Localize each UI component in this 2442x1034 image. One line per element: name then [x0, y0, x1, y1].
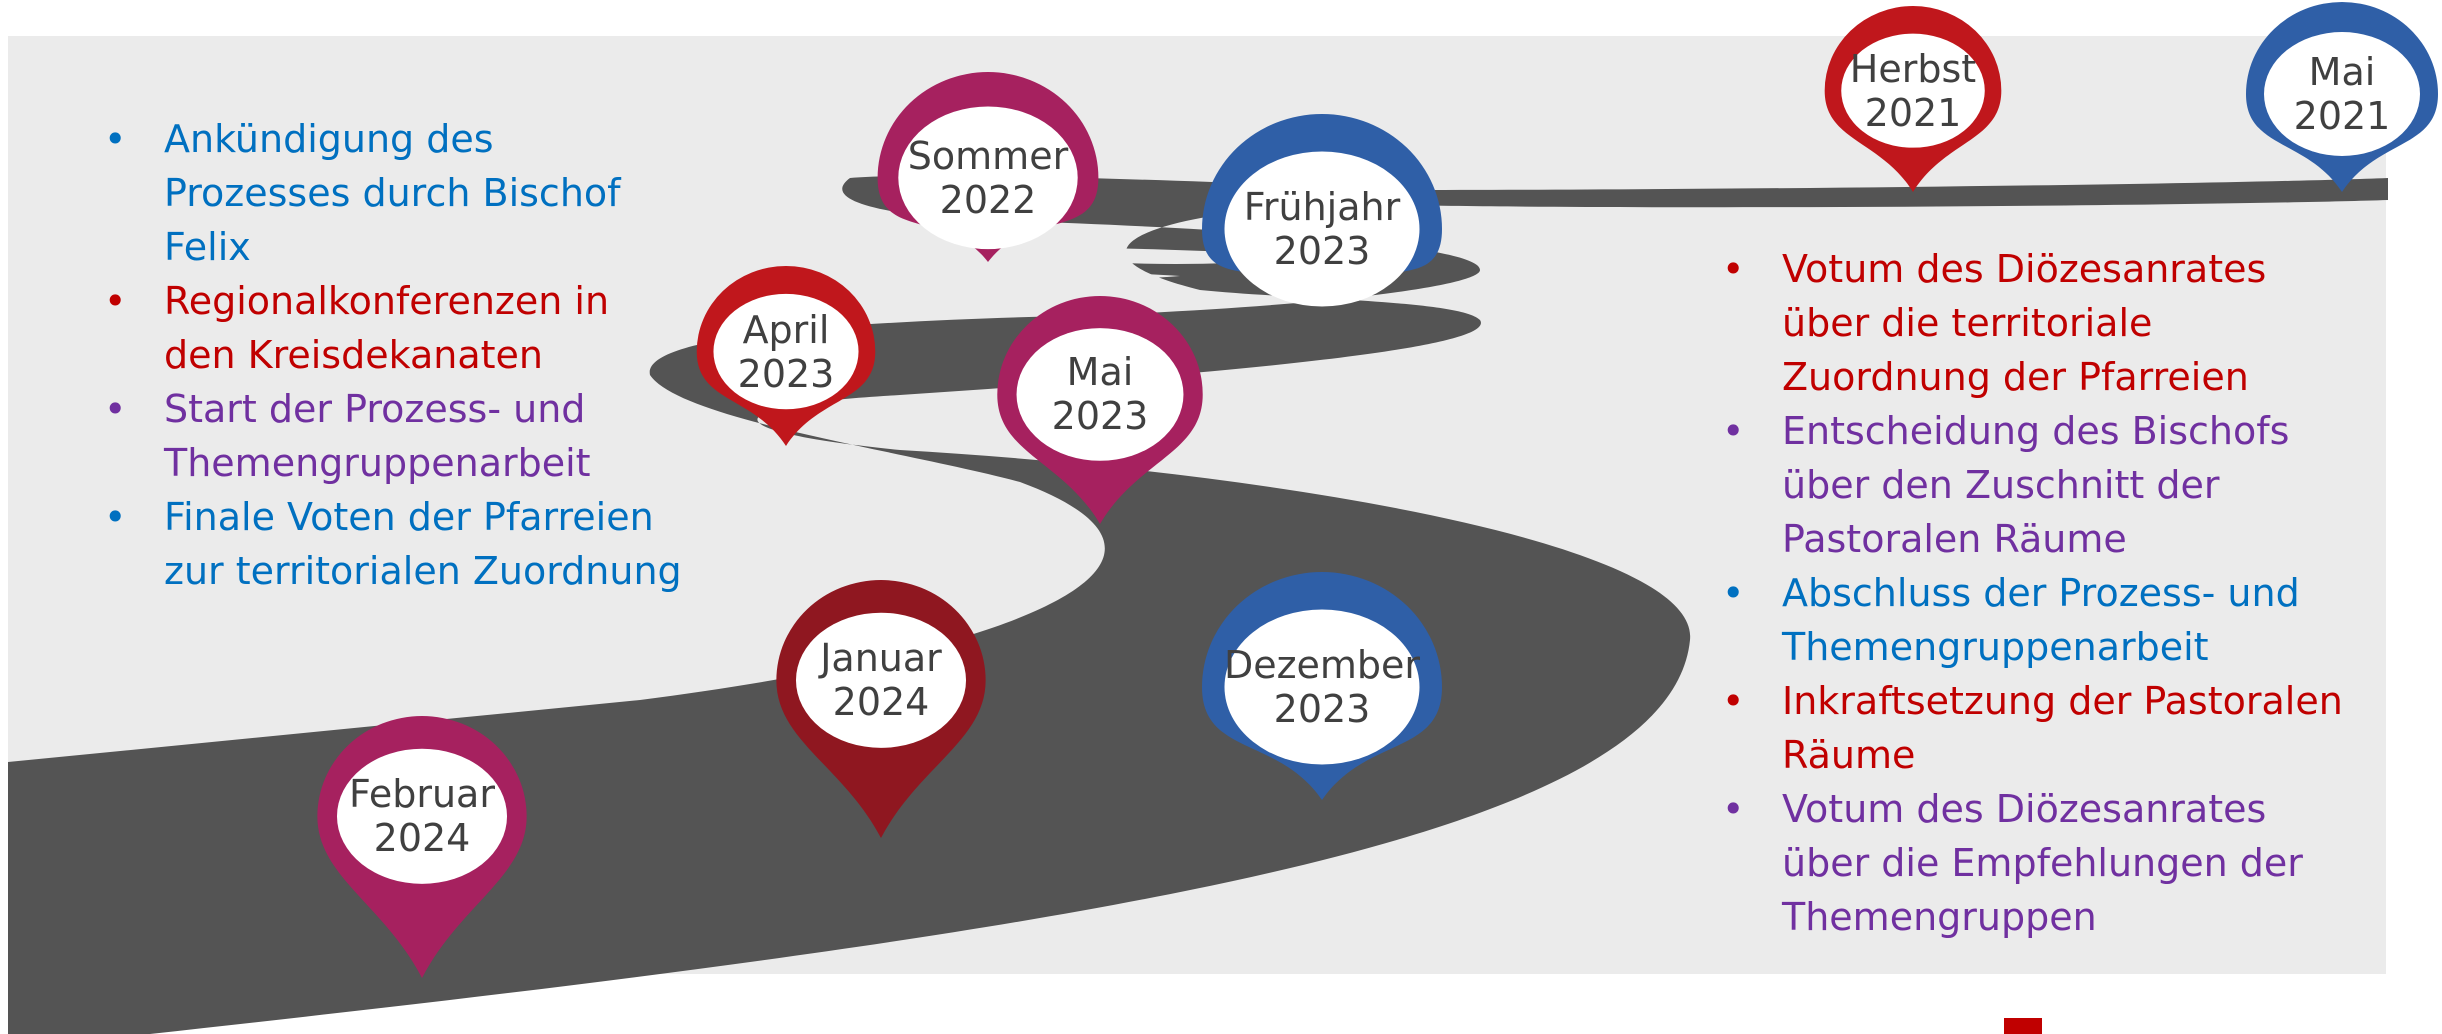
pin-label-background	[336, 748, 508, 884]
left-milestone-list: Ankündigung des Prozesses durch Bischof …	[104, 112, 684, 598]
pin-label-background	[1224, 151, 1420, 307]
milestone-period: Sommer	[907, 133, 1069, 178]
milestone-pin-dezember-2023: Dezember 2023	[1197, 572, 1447, 800]
milestone-period: Dezember	[1223, 643, 1421, 687]
pin-label-background	[713, 293, 859, 410]
map-pin-icon	[317, 716, 527, 978]
milestone-label: Januar 2024	[772, 636, 990, 724]
map-pin-icon	[776, 580, 986, 838]
pin-label-background	[795, 612, 967, 748]
milestone-label: April 2023	[693, 308, 879, 396]
milestone-label: Frühjahr 2023	[1197, 185, 1447, 273]
milestone-period: Herbst	[1849, 46, 1977, 91]
milestone-label: Februar 2024	[313, 772, 531, 860]
milestone-pin-februar-2024: Februar 2024	[313, 716, 531, 978]
milestone-year: 2024	[832, 680, 930, 725]
milestone-label: Dezember 2023	[1197, 643, 1447, 731]
milestone-year: 2022	[939, 177, 1037, 222]
pin-label-background	[1016, 328, 1184, 461]
road-shape	[8, 175, 2388, 1034]
list-item: Votum des Diözesanrates über die territo…	[1722, 242, 2362, 404]
map-pin-icon	[997, 296, 1203, 524]
milestone-pin-april-2023: April 2023	[693, 266, 879, 446]
pin-label-background	[1224, 609, 1420, 765]
milestone-year: 2021	[2293, 94, 2391, 138]
milestone-pin-sommer-2022: Sommer 2022	[873, 72, 1103, 262]
milestone-period: Mai	[1066, 350, 1134, 395]
road-top-lane	[1020, 271, 1180, 281]
milestone-period: Februar	[349, 772, 495, 817]
milestone-period: April	[742, 307, 830, 352]
list-item: Start der Prozess- und Themengruppenarbe…	[104, 382, 684, 490]
list-item: Entscheidung des Bischofs über den Zusch…	[1722, 404, 2362, 566]
pin-label-background	[898, 106, 1078, 250]
list-item: Votum des Diözesanrates über die Empfehl…	[1722, 782, 2362, 944]
milestone-label: Sommer 2022	[873, 134, 1103, 222]
map-pin-icon	[2246, 2, 2438, 192]
milestone-pin-fruehjahr-2023: Frühjahr 2023	[1197, 114, 1447, 307]
road-inner-curve	[1005, 247, 1245, 264]
milestone-pin-herbst-2021: Herbst 2021	[1821, 6, 2005, 192]
map-pin-icon	[1202, 572, 1442, 800]
milestone-period: Mai	[2308, 50, 2376, 94]
list-item: Regionalkonferenzen in den Kreisdekanate…	[104, 274, 684, 382]
map-pin-icon	[1202, 114, 1442, 307]
pin-label-background	[1841, 33, 1985, 148]
milestone-year: 2024	[373, 816, 471, 861]
milestone-pin-januar-2024: Januar 2024	[772, 580, 990, 838]
milestone-pin-mai-2023: Mai 2023	[993, 296, 1207, 524]
pin-label-background	[2264, 32, 2420, 156]
map-pin-icon	[877, 72, 1099, 262]
milestone-year: 2023	[1273, 687, 1371, 731]
milestone-year: 2023	[1051, 394, 1149, 439]
list-item: Inkraftsetzung der Pastoralen Räume	[1722, 674, 2362, 782]
milestone-year: 2023	[1273, 229, 1371, 273]
map-pin-icon	[1824, 6, 2002, 192]
logo-mark	[2004, 1018, 2042, 1034]
milestone-year: 2023	[737, 351, 835, 396]
right-milestone-list: Votum des Diözesanrates über die territo…	[1722, 242, 2362, 944]
milestone-label: Mai 2021	[2242, 50, 2442, 138]
milestone-period: Januar	[820, 636, 942, 681]
milestone-year: 2021	[1864, 90, 1962, 135]
milestone-period: Frühjahr	[1243, 185, 1401, 229]
list-item: Abschluss der Prozess- und Themengruppen…	[1722, 566, 2362, 674]
milestone-label: Mai 2023	[993, 350, 1207, 438]
list-item: Finale Voten der Pfarreien zur territori…	[104, 490, 684, 598]
list-item: Ankündigung des Prozesses durch Bischof …	[104, 112, 684, 274]
milestone-pin-mai-2021: Mai 2021	[2242, 2, 2442, 192]
milestone-label: Herbst 2021	[1821, 47, 2005, 135]
map-pin-icon	[696, 266, 876, 446]
